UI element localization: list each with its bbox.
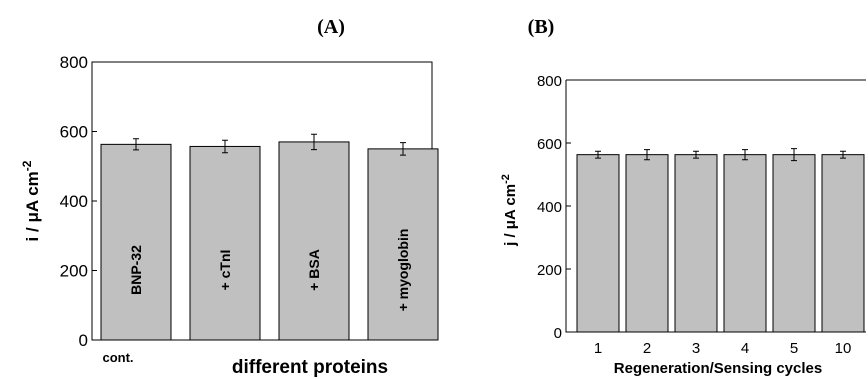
panel-b-error-bar <box>693 150 699 159</box>
panel-b-error-bar <box>791 148 797 162</box>
panel-a-error-bar <box>400 142 406 156</box>
panel-a-y-tick-label: 600 <box>60 123 88 142</box>
panel-a-y-axis-label-sup: -2 <box>20 160 34 171</box>
panel-b-category-label: 1 <box>594 340 602 357</box>
panel-b-category-label: 5 <box>790 340 798 357</box>
panel-b-y-tick-label: 400 <box>537 199 562 216</box>
panel-a-y-tick-label: 400 <box>60 192 88 211</box>
panel-b-bar <box>723 154 767 333</box>
panel-a-x-axis-label: different proteins <box>232 357 388 378</box>
panel-a-y-ticks: 0 200 400 600 800 <box>60 53 97 350</box>
panel-a-y-axis-label-main: i / μA cm <box>23 171 42 241</box>
panel-b-category-label: 3 <box>692 340 700 357</box>
panel-a: (A) 0 200 400 600 800 BNP-32 + cTnI + BSA + myo… <box>20 16 439 378</box>
panel-a-category-label: + myoglobin <box>395 229 411 312</box>
panel-b-y-tick-label: 600 <box>537 136 562 153</box>
panel-b-error-bar <box>644 149 650 161</box>
panel-b-y-tick-label: 200 <box>537 262 562 279</box>
panel-a-label: (A) <box>317 16 345 38</box>
panel-b-error-bar <box>742 149 748 161</box>
panel-b-label: (B) <box>528 16 555 38</box>
panel-a-y-tick-label: 800 <box>60 53 88 72</box>
panel-a-error-bar <box>222 139 228 154</box>
panel-a-category-label: + BSA <box>306 249 322 291</box>
panel-a-bars: BNP-32 + cTnI + BSA + myoglobin <box>100 133 439 341</box>
panel-b-y-axis-label-sup: -2 <box>500 174 512 184</box>
panel-b: (B) 0 200 400 600 800 1 2 3 4 5 10 j / μA cm-2 Re… <box>500 16 866 377</box>
panel-a-bar <box>100 143 172 341</box>
panel-a-control-label: cont. <box>102 350 133 365</box>
panel-b-bars: 1 2 3 4 5 10 <box>576 148 865 357</box>
panel-a-error-bar <box>133 138 139 151</box>
panel-b-category-label: 4 <box>741 340 749 357</box>
panel-a-y-tick-label: 200 <box>60 262 88 281</box>
panel-a-bar <box>367 148 439 341</box>
panel-b-y-axis-label: j / μA cm-2 <box>500 174 519 247</box>
panel-b-bar <box>576 154 620 333</box>
panel-a-y-tick-label: 0 <box>79 331 88 350</box>
panel-a-category-label: + cTnI <box>217 250 233 291</box>
panel-b-bar <box>821 154 865 333</box>
panel-a-category-label: BNP-32 <box>128 245 144 295</box>
panel-b-y-axis-label-main: j / μA cm <box>502 184 519 247</box>
panel-b-bar <box>625 154 669 333</box>
panel-a-error-bar <box>311 133 317 151</box>
panel-b-y-tick-label: 800 <box>537 73 562 90</box>
panel-b-error-bar <box>595 150 601 159</box>
panel-a-bar <box>189 145 261 341</box>
panel-b-category-label: 2 <box>643 340 651 357</box>
panel-b-x-axis-label: Regeneration/Sensing cycles <box>614 360 822 377</box>
panel-b-y-tick-label: 0 <box>554 325 562 342</box>
panel-b-category-label: 10 <box>835 340 852 357</box>
panel-b-error-bar <box>840 150 846 159</box>
panel-b-bar <box>772 154 816 333</box>
panel-a-y-axis-label: i / μA cm-2 <box>20 160 42 241</box>
panel-b-y-ticks: 0 200 400 600 800 <box>537 73 571 342</box>
panel-b-bar <box>674 154 718 333</box>
panel-a-bar <box>278 141 350 341</box>
